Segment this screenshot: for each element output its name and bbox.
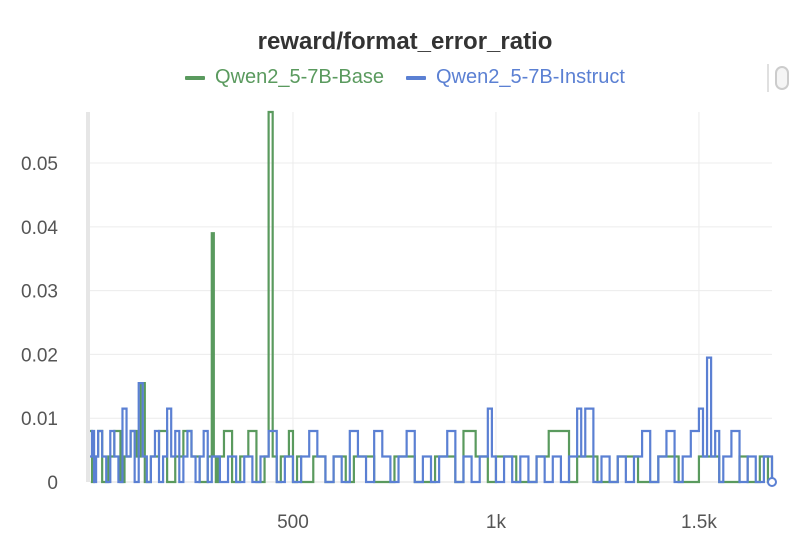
chart-series (90, 110, 774, 484)
y-tick-label: 0.01 (21, 409, 58, 430)
legend-swatch-base (185, 75, 206, 80)
series-line-base (90, 110, 774, 484)
legend-label-base: Qwen2_5-7B-Base (215, 66, 384, 88)
legend-scroll-track (767, 64, 769, 92)
y-tick-label: 0 (47, 473, 58, 494)
series-line-instruct (90, 356, 774, 484)
chart-legend: Qwen2_5-7B-Base Qwen2_5-7B-Instruct (0, 66, 810, 89)
legend-scroll-handle[interactable] (775, 66, 789, 90)
y-tick-label: 0.05 (21, 154, 58, 175)
legend-item-base[interactable]: Qwen2_5-7B-Base (185, 66, 384, 89)
zoom-handle[interactable] (767, 477, 777, 487)
y-tick-label: 0.02 (21, 345, 58, 366)
legend-swatch-instruct (406, 75, 426, 80)
legend-item-instruct[interactable]: Qwen2_5-7B-Instruct (406, 66, 625, 89)
y-axis: 0 0.01 0.02 0.03 0.04 0.05 (21, 154, 58, 494)
y-tick-label: 0.04 (21, 218, 58, 239)
x-tick-label: 1.5k (681, 512, 717, 533)
x-axis: 500 1k 1.5k (277, 512, 717, 533)
chart-title: reward/format_error_ratio (257, 28, 553, 55)
x-tick-label: 1k (486, 512, 507, 533)
x-tick-label: 500 (277, 512, 309, 533)
y-tick-label: 0.03 (21, 282, 58, 303)
chart-grid (86, 112, 772, 483)
legend-label-instruct: Qwen2_5-7B-Instruct (436, 66, 625, 88)
